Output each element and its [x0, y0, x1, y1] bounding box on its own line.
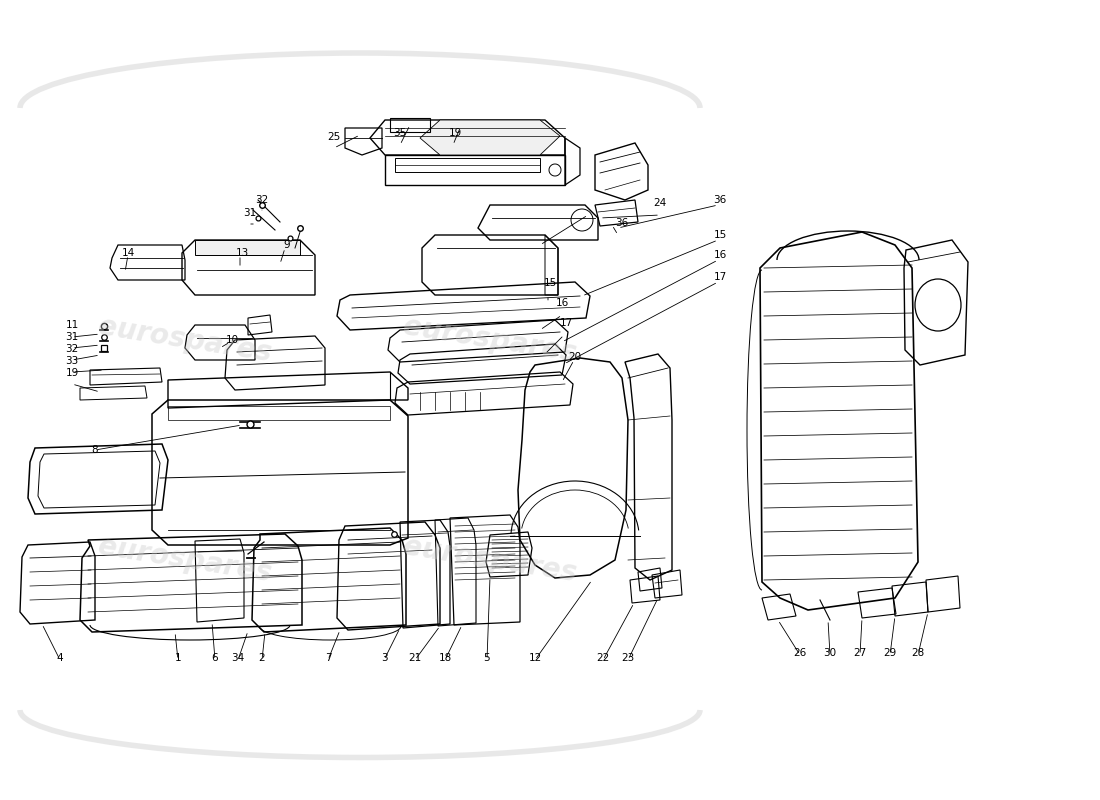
- Text: 30: 30: [824, 648, 837, 658]
- Text: eurospares: eurospares: [402, 313, 579, 367]
- Text: 12: 12: [528, 653, 541, 663]
- Text: 16: 16: [556, 298, 569, 308]
- Text: 10: 10: [226, 335, 239, 345]
- Text: 11: 11: [65, 320, 78, 330]
- Text: 35: 35: [394, 128, 407, 138]
- Text: 31: 31: [65, 332, 78, 342]
- Text: 2: 2: [258, 653, 265, 663]
- Text: 22: 22: [596, 653, 609, 663]
- Text: 6: 6: [211, 653, 218, 663]
- Text: 36: 36: [615, 218, 628, 228]
- Text: 20: 20: [569, 352, 582, 362]
- Text: 5: 5: [484, 653, 491, 663]
- Text: 27: 27: [854, 648, 867, 658]
- Text: 36: 36: [714, 195, 727, 205]
- Text: 33: 33: [65, 356, 78, 366]
- Text: eurospares: eurospares: [402, 533, 579, 587]
- Text: 32: 32: [255, 195, 268, 205]
- Text: 17: 17: [560, 318, 573, 328]
- Text: eurospares: eurospares: [96, 533, 274, 587]
- Text: 18: 18: [439, 653, 452, 663]
- Text: 19: 19: [65, 368, 78, 378]
- Text: 34: 34: [231, 653, 244, 663]
- Text: 15: 15: [714, 230, 727, 240]
- Text: 29: 29: [883, 648, 896, 658]
- Text: 23: 23: [621, 653, 635, 663]
- Text: 14: 14: [121, 248, 134, 258]
- Text: 9: 9: [284, 240, 290, 250]
- Text: 32: 32: [65, 344, 78, 354]
- Text: 31: 31: [243, 208, 256, 218]
- Polygon shape: [420, 120, 560, 155]
- Text: 24: 24: [653, 198, 667, 208]
- Text: 17: 17: [714, 272, 727, 282]
- Text: 19: 19: [449, 128, 462, 138]
- Text: 8: 8: [91, 445, 98, 455]
- Text: 3: 3: [381, 653, 387, 663]
- Text: 15: 15: [543, 278, 557, 288]
- Text: 25: 25: [328, 132, 341, 142]
- Text: eurospares: eurospares: [96, 313, 274, 367]
- Text: 26: 26: [793, 648, 806, 658]
- Text: 21: 21: [408, 653, 421, 663]
- Text: 4: 4: [57, 653, 64, 663]
- Text: 16: 16: [714, 250, 727, 260]
- Text: 7: 7: [324, 653, 331, 663]
- Text: 28: 28: [912, 648, 925, 658]
- Polygon shape: [195, 240, 300, 255]
- Text: 13: 13: [235, 248, 249, 258]
- Text: 1: 1: [175, 653, 182, 663]
